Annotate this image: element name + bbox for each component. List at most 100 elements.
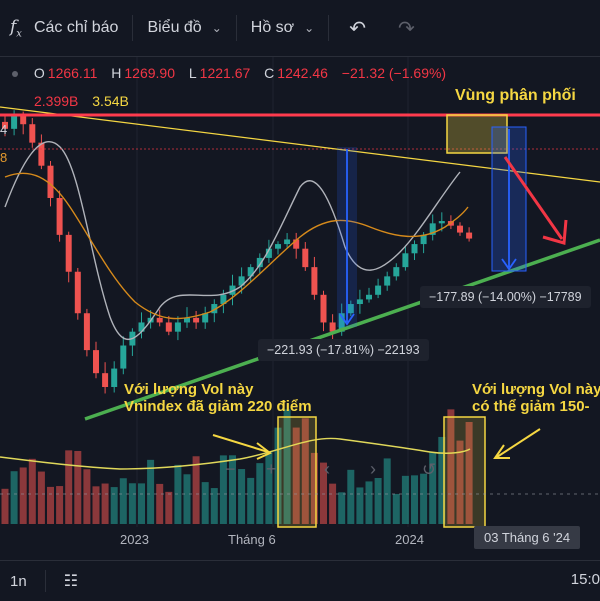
candle-body <box>466 232 473 239</box>
volume-bar <box>138 483 145 524</box>
ma-slow-line <box>4 172 469 320</box>
high-key: H <box>111 65 122 81</box>
candle-body <box>356 299 363 305</box>
candle-body <box>120 345 127 369</box>
volume-bar <box>292 427 300 524</box>
distribution-zone-box <box>446 114 508 154</box>
candle-body <box>20 115 27 125</box>
x-tick-2023: 2023 <box>120 532 149 547</box>
chart-area[interactable]: − + ‹ › ↺ O 1266.11 H 1269.90 L 1221.67 C 12… <box>0 57 600 560</box>
candle-body <box>38 142 45 166</box>
volume-bar <box>219 455 227 524</box>
chart-menu-label: Biểu đồ <box>147 19 202 36</box>
reset-icon[interactable]: ↺ <box>422 460 436 480</box>
volume-bar <box>456 440 464 524</box>
measure-label-2: −177.89 (−14.00%) −17789 <box>420 286 591 308</box>
measure-arrowhead-2 <box>501 258 517 271</box>
function-icon: fx <box>10 16 22 40</box>
zoom-out-icon[interactable]: − <box>225 459 236 479</box>
candle-body <box>265 248 272 258</box>
price-chart[interactable]: − + ‹ › ↺ <box>0 57 600 560</box>
toolbar-divider <box>235 15 237 41</box>
candle-body <box>438 221 445 224</box>
candle-body <box>293 239 300 249</box>
low-key: L <box>188 65 197 81</box>
redo-icon[interactable]: ↷ <box>397 17 415 40</box>
indicators-label: Các chỉ báo <box>33 19 119 36</box>
candle-body <box>229 285 236 295</box>
volume-bar <box>374 477 382 524</box>
candle-body <box>238 276 245 286</box>
measure-label-1: −221.93 (−17.81%) −22193 <box>258 339 429 361</box>
volume-bar <box>301 418 309 524</box>
candle-body <box>74 271 81 314</box>
volume-bar <box>347 469 355 524</box>
candle-body <box>165 322 172 332</box>
volume-bar <box>238 469 246 524</box>
current-date-badge: 03 Tháng 6 '24 <box>474 526 581 549</box>
scroll-right-icon[interactable]: › <box>370 459 376 479</box>
candle-body <box>384 276 391 286</box>
volume-bar <box>147 459 155 524</box>
candle-body <box>56 197 63 235</box>
volume-bar <box>447 409 455 524</box>
candle-body <box>93 350 99 374</box>
volume-bar <box>101 483 109 524</box>
toolbar-divider <box>132 15 134 41</box>
volume-bar <box>201 482 209 524</box>
pointer-arrow-left <box>212 434 269 453</box>
volume-bar <box>83 469 91 524</box>
volume-highlight-left <box>277 416 317 528</box>
volume-bar <box>329 483 337 524</box>
volume-bar <box>56 486 64 524</box>
chart-menu-button[interactable]: Biểu đồ ⌄ <box>137 0 231 56</box>
candle-body <box>211 304 218 314</box>
volume-bar <box>310 452 318 524</box>
date-range-icon[interactable]: ☷ <box>63 573 79 590</box>
pointer-arrow-right <box>496 428 541 458</box>
distribution-zone-label: Vùng phân phối <box>455 87 576 104</box>
indicators-button[interactable]: fx Các chỉ báo <box>0 0 128 56</box>
close-key: C <box>264 65 275 81</box>
right-note-line-2: có thể giảm 150- <box>472 398 590 415</box>
interval-button[interactable]: 1n <box>10 572 27 590</box>
candle-body <box>11 115 18 129</box>
volume-bar <box>365 481 373 524</box>
chevron-down-icon: ⌄ <box>211 21 222 35</box>
volume-bar <box>465 421 473 524</box>
profile-menu-button[interactable]: Hồ sơ ⌄ <box>241 0 324 56</box>
volume-bar <box>247 477 255 524</box>
zoom-in-icon[interactable]: + <box>266 459 277 479</box>
clock-time: 15:0 <box>570 571 600 588</box>
volume-bar <box>110 487 118 524</box>
candle-body <box>275 244 281 249</box>
volume-bar <box>28 458 36 524</box>
volume-bar <box>128 483 136 524</box>
volume-bar <box>265 450 273 524</box>
volume-bar <box>92 486 100 524</box>
change-value: −21.32 (−1.69%) <box>341 65 447 81</box>
candle-body <box>2 121 8 129</box>
scroll-left-icon[interactable]: ‹ <box>324 459 330 479</box>
low-value: 1221.67 <box>199 65 251 81</box>
candle-body <box>393 267 400 277</box>
candle-body <box>83 313 90 351</box>
candle-body <box>156 317 163 323</box>
volume-bar <box>1 488 9 524</box>
volume-ma-line <box>0 437 471 470</box>
volume-bar <box>165 491 173 524</box>
chevron-down-icon: ⌄ <box>304 21 315 35</box>
undo-icon[interactable]: ↶ <box>349 17 366 40</box>
volume-bar <box>74 450 82 524</box>
candle-body <box>202 313 209 323</box>
candle-body <box>329 322 336 332</box>
open-value: 1266.11 <box>47 65 98 81</box>
volume-bar <box>420 473 428 524</box>
edge-label-a: 4 <box>0 122 8 137</box>
volume-value-a: 2.399B <box>34 93 79 109</box>
volume-bar <box>210 488 218 524</box>
candle-body <box>420 234 427 245</box>
volume-bar <box>429 452 437 524</box>
volume-bar <box>47 486 54 524</box>
volume-bar <box>183 474 191 524</box>
